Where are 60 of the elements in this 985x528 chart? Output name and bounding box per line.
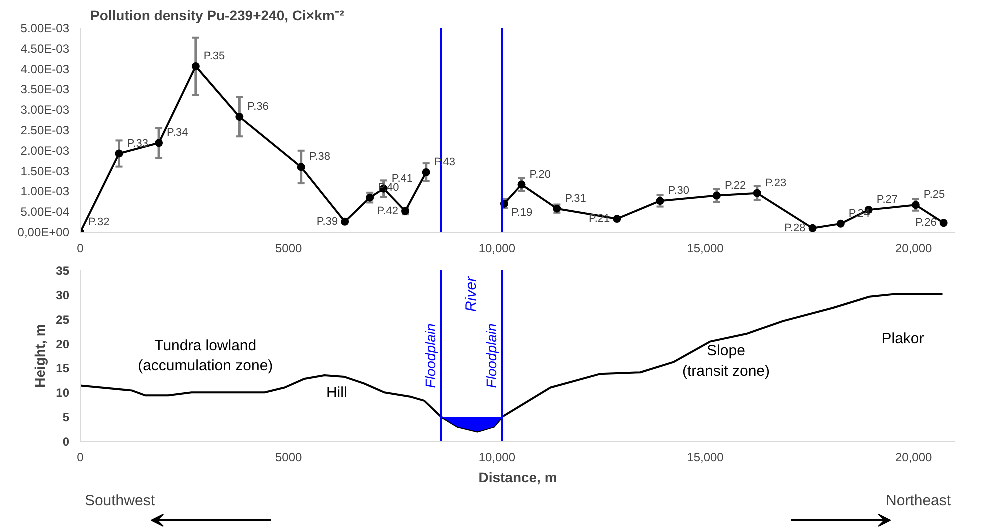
text: Northeast	[886, 492, 952, 510]
x-tick-label: 15,000	[687, 450, 724, 464]
annotation: Tundra lowland (accumulation zone)	[138, 337, 274, 375]
annotation: P.35	[204, 50, 226, 62]
y-tick-label: 2.50E-03	[20, 124, 70, 138]
annotation: P.42	[377, 205, 399, 218]
annotation: P.23	[765, 177, 787, 190]
y-tick-label: 30	[56, 288, 70, 302]
x-tick-label: 5000	[275, 242, 303, 256]
y-tick-label: 1.00E-03	[20, 184, 70, 199]
ref-line-label: Floodplain	[483, 323, 500, 388]
y-tick-label: 5.00E-04	[20, 205, 70, 220]
chart-title: Pollution density Pu-239+240, Ci×km⁻²	[90, 8, 345, 24]
annotation: Plakor	[882, 330, 924, 348]
x-axis-title: Distance, m	[478, 470, 558, 486]
annotation: P.39	[316, 216, 338, 228]
annotation: P.30	[668, 185, 690, 198]
y-tick-label: 1.50E-03	[20, 164, 70, 178]
y-tick-label: 20	[56, 337, 70, 352]
y-tick-label: 4.00E-03	[20, 62, 70, 76]
y-tick-label: 15	[56, 362, 70, 376]
x-tick-label: 20,000	[895, 242, 933, 256]
annotation: P.32	[88, 216, 110, 228]
annotation: P.20	[530, 168, 551, 181]
annotation: P.38	[309, 151, 331, 164]
annotation: Hill	[326, 384, 348, 402]
y-tick-label: 35	[56, 264, 70, 278]
annotation: P.34	[167, 127, 188, 140]
y-tick-label: 5	[62, 410, 70, 425]
text: Southwest	[84, 492, 156, 510]
y-tick-label: 10	[56, 386, 70, 400]
y-tick-label: 0,00E+00	[18, 226, 70, 240]
ref-line-label: Floodplain	[422, 323, 438, 388]
y-tick-label: 25	[56, 312, 70, 327]
x-tick-label: 0	[77, 242, 84, 256]
annotation: P.19	[511, 206, 533, 219]
y-tick-label: 3.50E-03	[20, 82, 70, 97]
x-tick-label: 5000	[275, 450, 303, 464]
annotation: P.33	[127, 138, 148, 150]
annotation: P.28	[784, 222, 806, 234]
y-tick-label: 0	[62, 435, 70, 449]
x-tick-label: 10,000	[478, 242, 516, 256]
annotation: P.25	[924, 189, 946, 202]
x-tick-label: 0	[77, 450, 84, 464]
y-axis-title: Height, m	[32, 324, 48, 388]
y-tick-label: 4.50E-03	[20, 42, 70, 56]
y-tick-label: 3.00E-03	[20, 103, 70, 118]
annotation: Slope (transit zone)	[682, 342, 770, 380]
annotation: River	[463, 276, 480, 312]
x-tick-label: 20,000	[895, 450, 933, 464]
annotation: P.31	[565, 192, 586, 205]
x-tick-label: 10,000	[478, 450, 516, 464]
y-tick-label: 2.00E-03	[20, 144, 70, 158]
annotation: P.36	[248, 101, 269, 114]
annotation: P.22	[724, 180, 746, 192]
annotation: P.26	[916, 217, 937, 230]
y-tick-label: 5.00E-03	[20, 22, 70, 36]
x-tick-label: 15,000	[687, 242, 724, 256]
annotation: P.27	[876, 194, 898, 206]
annotation: P.41	[392, 172, 414, 185]
